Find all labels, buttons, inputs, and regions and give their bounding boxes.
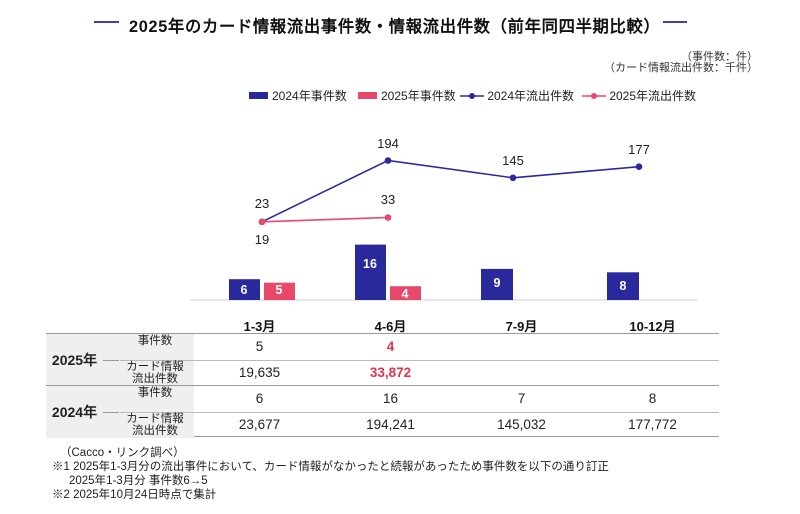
svg-text:5: 5 bbox=[276, 283, 283, 297]
svg-text:4: 4 bbox=[402, 287, 409, 301]
svg-text:9: 9 bbox=[494, 276, 501, 290]
svg-text:33: 33 bbox=[381, 192, 395, 207]
svg-text:6: 6 bbox=[241, 283, 248, 297]
svg-text:145: 145 bbox=[502, 153, 524, 168]
svg-text:16: 16 bbox=[363, 257, 377, 271]
svg-text:8: 8 bbox=[620, 279, 627, 293]
svg-text:23: 23 bbox=[255, 196, 269, 211]
svg-text:19: 19 bbox=[255, 232, 269, 247]
svg-text:177: 177 bbox=[628, 142, 650, 157]
svg-text:194: 194 bbox=[377, 136, 399, 151]
